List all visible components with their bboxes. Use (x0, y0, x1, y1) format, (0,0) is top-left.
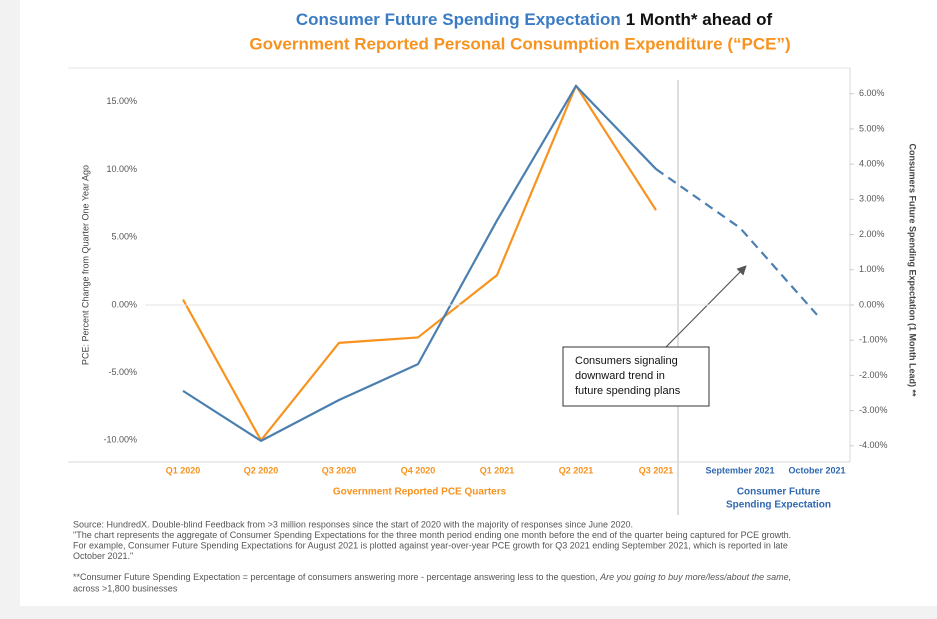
y2-tick-label: -1.00% (859, 335, 888, 345)
y2-tick-label: -3.00% (859, 405, 888, 415)
footnote: **Consumer Future Spending Expectation =… (73, 572, 791, 582)
annotation-text: downward trend in (575, 370, 665, 382)
y2-tick-label: 6.00% (859, 88, 885, 98)
y2-axis-label: Consumers Future Spending Expectation (1… (908, 143, 918, 397)
y2-tick-label: 0.00% (859, 299, 885, 309)
title-part: Consumer Future Spending Expectation (296, 10, 621, 29)
y-tick-label: -5.00% (108, 367, 137, 377)
y-tick-label: 10.00% (106, 164, 137, 174)
x-group-label: Spending Expectation (726, 500, 831, 511)
annotation-text: Consumers signaling (575, 355, 678, 367)
y-tick-label: 0.00% (111, 299, 137, 309)
x-tick-label: Q2 2021 (559, 465, 594, 475)
y2-tick-label: 1.00% (859, 264, 885, 274)
y2-tick-label: -2.00% (859, 370, 888, 380)
x-tick-label: Q1 2020 (166, 465, 201, 475)
y2-tick-label: 4.00% (859, 158, 885, 168)
footnote: October 2021." (73, 551, 133, 561)
y2-tick-label: 2.00% (859, 229, 885, 239)
y-tick-label: 15.00% (106, 96, 137, 106)
x-group-label: Government Reported PCE Quarters (333, 487, 507, 498)
annotation-text: future spending plans (575, 385, 681, 397)
line-dashed (655, 168, 818, 316)
y-axis-label: PCE: Percent Change from Quarter One Yea… (80, 165, 90, 365)
x-tick-label: Q3 2021 (639, 465, 674, 475)
title-part: 1 Month* ahead of (626, 10, 773, 29)
y2-tick-label: -4.00% (859, 440, 888, 450)
x-tick-label: September 2021 (705, 465, 774, 475)
x-group-label: Consumer Future (737, 487, 821, 498)
footnote: across >1,800 businesses (73, 583, 178, 593)
footnote: For example, Consumer Future Spending Ex… (73, 540, 788, 550)
x-tick-label: Q4 2020 (401, 465, 436, 475)
x-tick-label: Q3 2020 (322, 465, 357, 475)
line (182, 84, 657, 442)
annotation-box (562, 346, 710, 407)
x-tick-label: Q1 2021 (480, 465, 515, 475)
x-tick-label: October 2021 (788, 465, 845, 475)
footnote-part: Are you going to buy more/less/about the… (599, 572, 791, 582)
panel (20, 0, 937, 606)
y2-tick-label: 5.00% (859, 123, 885, 133)
footnote: Source: HundredX. Double-blind Feedback … (73, 519, 633, 529)
chart-subtitle: Government Reported Personal Consumption… (249, 34, 790, 53)
footnote: "The chart represents the aggregate of C… (73, 530, 791, 540)
x-tick-label: Q2 2020 (244, 465, 279, 475)
y2-tick-label: 3.00% (859, 194, 885, 204)
annotation-arrow (665, 265, 747, 348)
y-tick-label: 5.00% (111, 232, 137, 242)
footnote-part: **Consumer Future Spending Expectation =… (73, 572, 600, 582)
y-tick-label: -10.00% (103, 435, 137, 445)
chart-title: Consumer Future Spending Expectation 1 Mo… (296, 10, 773, 29)
